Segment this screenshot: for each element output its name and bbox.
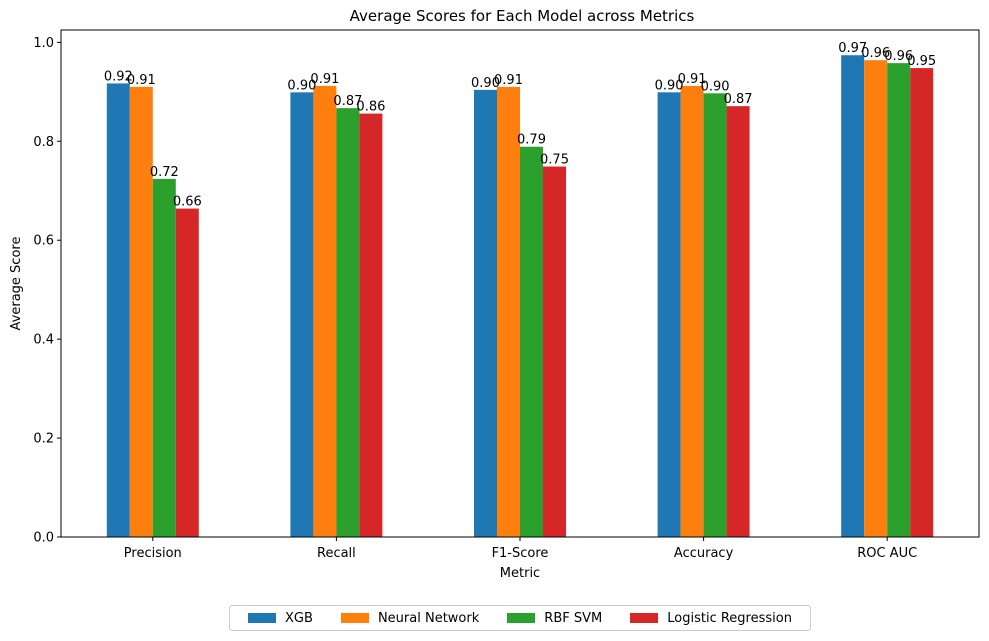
data-label: 0.90 bbox=[655, 78, 684, 93]
x-axis: Precision Recall F1-Score Accuracy ROC AUC bbox=[124, 537, 917, 561]
bar-logistic-regression-accuracy bbox=[726, 106, 750, 538]
y-tick-label: 0.0 bbox=[33, 531, 54, 546]
bar-rbf-svm-accuracy bbox=[703, 93, 727, 537]
x-tick-label: Recall bbox=[317, 546, 356, 561]
legend-label: Logistic Regression bbox=[667, 610, 792, 626]
legend-swatch bbox=[507, 613, 536, 623]
data-label: 0.87 bbox=[724, 92, 753, 107]
data-label: 0.91 bbox=[494, 73, 523, 88]
y-axis-label: Average Score bbox=[9, 237, 24, 331]
bar-rbf-svm-precision bbox=[152, 178, 176, 537]
plot-frame bbox=[60, 29, 980, 538]
bar-rbf-svm-f1-score bbox=[520, 146, 543, 538]
legend-label: Neural Network bbox=[377, 610, 480, 626]
bar-labels-group: 0.920.910.720.660.900.910.870.860.900.91… bbox=[104, 41, 936, 209]
data-label: 0.91 bbox=[310, 72, 339, 87]
bar-xgb-precision bbox=[106, 83, 130, 538]
data-label: 0.90 bbox=[471, 76, 500, 91]
bar-neural-network-recall bbox=[313, 85, 337, 537]
x-tick-label: F1-Score bbox=[492, 546, 549, 561]
chart-title: Average Scores for Each Model across Met… bbox=[350, 7, 695, 25]
bar-xgb-roc-auc bbox=[841, 55, 865, 537]
bar-xgb-f1-score bbox=[474, 89, 497, 537]
bar-neural-network-f1-score bbox=[497, 86, 520, 537]
legend-item-logistic-regression: Logistic Regression bbox=[630, 611, 792, 626]
bar-neural-network-precision bbox=[129, 86, 153, 537]
legend-item-neural-network: Neural Network bbox=[340, 610, 480, 626]
y-tick-label: 0.6 bbox=[33, 234, 54, 249]
x-tick-label: Accuracy bbox=[674, 546, 734, 561]
bar-xgb-accuracy bbox=[657, 92, 681, 537]
bar-neural-network-roc-auc bbox=[864, 60, 888, 538]
data-label: 0.97 bbox=[838, 41, 867, 56]
data-label: 0.87 bbox=[333, 94, 362, 109]
data-label: 0.86 bbox=[356, 100, 385, 115]
data-label: 0.90 bbox=[701, 79, 730, 94]
legend-item-rbf-svm: RBF SVM bbox=[507, 611, 602, 626]
y-tick-label: 0.8 bbox=[33, 135, 54, 150]
data-label: 0.66 bbox=[173, 195, 202, 210]
legend-swatch bbox=[340, 613, 369, 623]
data-label: 0.79 bbox=[517, 133, 546, 148]
data-label: 0.96 bbox=[884, 49, 913, 64]
data-label: 0.95 bbox=[907, 54, 936, 69]
data-label: 0.90 bbox=[287, 78, 316, 93]
y-axis: 0.0 0.2 0.4 0.6 0.8 1.0 bbox=[33, 36, 61, 546]
legend-swatch bbox=[248, 613, 277, 623]
legend-label: RBF SVM bbox=[544, 610, 603, 626]
bars-group bbox=[106, 55, 934, 538]
legend-swatch bbox=[630, 613, 659, 623]
bar-rbf-svm-roc-auc bbox=[887, 63, 911, 537]
data-label: 0.72 bbox=[150, 165, 179, 180]
data-label: 0.75 bbox=[540, 153, 569, 168]
data-label: 0.96 bbox=[861, 46, 890, 61]
data-label: 0.91 bbox=[678, 72, 707, 87]
y-tick-label: 0.4 bbox=[33, 333, 54, 348]
y-tick-label: 1.0 bbox=[33, 36, 54, 51]
bar-logistic-regression-f1-score bbox=[543, 166, 566, 537]
data-label: 0.92 bbox=[104, 69, 133, 84]
legend: XGB Neural Network RBF SVM Logistic Regress… bbox=[229, 605, 811, 631]
bar-neural-network-accuracy bbox=[680, 85, 704, 537]
x-tick-label: ROC AUC bbox=[857, 546, 917, 561]
x-tick-label: Precision bbox=[124, 546, 182, 561]
bar-logistic-regression-precision bbox=[175, 208, 199, 537]
y-tick-label: 0.2 bbox=[33, 432, 54, 447]
x-axis-label: Metric bbox=[500, 566, 540, 581]
bar-rbf-svm-recall bbox=[336, 108, 360, 538]
bar-logistic-regression-recall bbox=[359, 113, 383, 537]
legend-label: XGB bbox=[285, 610, 313, 626]
bar-logistic-regression-roc-auc bbox=[910, 68, 934, 538]
legend-item-xgb: XGB bbox=[248, 611, 313, 626]
bar-xgb-recall bbox=[290, 92, 314, 537]
data-label: 0.91 bbox=[127, 73, 156, 88]
